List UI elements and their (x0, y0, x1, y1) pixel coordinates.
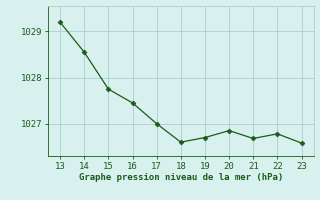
X-axis label: Graphe pression niveau de la mer (hPa): Graphe pression niveau de la mer (hPa) (79, 173, 283, 182)
